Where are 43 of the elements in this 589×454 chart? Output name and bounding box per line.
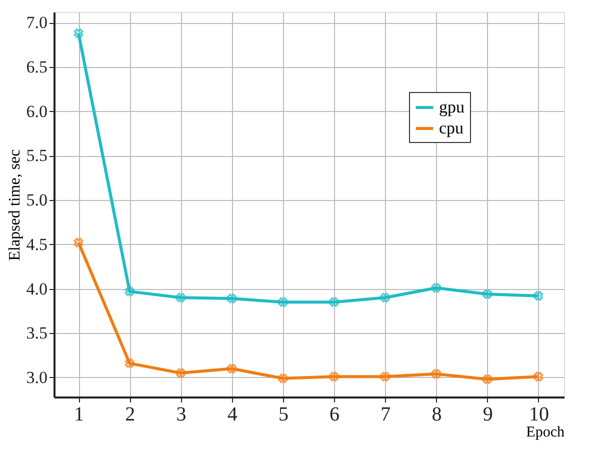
x-tick-label: 6	[330, 404, 340, 426]
x-tick-label: 3	[176, 404, 186, 426]
point	[329, 372, 339, 382]
x-tick-label: 2	[125, 404, 136, 426]
point	[482, 289, 492, 299]
point	[431, 283, 442, 293]
point	[227, 364, 237, 374]
point	[482, 374, 492, 384]
point	[176, 368, 186, 378]
y-axis-title: Elapsed time, sec	[6, 149, 24, 261]
x-tick-label: 8	[432, 404, 442, 426]
y-tick-label: 3.5	[26, 324, 48, 343]
point	[534, 372, 544, 382]
point	[278, 374, 288, 384]
x-tick-label: 7	[380, 404, 391, 426]
point	[380, 292, 390, 302]
point	[329, 297, 339, 307]
y-tick-label: 3.0	[26, 368, 48, 387]
x-tick-label: 5	[278, 404, 288, 426]
legend-label: gpu	[439, 98, 465, 116]
y-tick-label: 4.0	[26, 279, 48, 298]
point	[380, 372, 390, 382]
x-tick-label: 10	[528, 404, 549, 426]
point	[431, 369, 442, 379]
point	[124, 358, 134, 368]
point	[124, 286, 134, 296]
y-tick-label: 6.0	[26, 102, 48, 121]
y-tick-label: 5.0	[26, 190, 48, 210]
x-tick-label: 9	[482, 404, 493, 426]
point	[74, 238, 84, 248]
point	[74, 28, 84, 38]
point	[176, 292, 186, 302]
point	[227, 294, 237, 304]
point	[278, 297, 288, 307]
legend-label: cpu	[439, 118, 464, 138]
y-tick-label: 6.5	[26, 58, 48, 76]
point	[534, 291, 544, 301]
y-tick-label: 7.0	[26, 13, 48, 32]
x-axis-title: Epoch	[526, 424, 565, 440]
y-tick-label: 5.5	[26, 146, 48, 166]
x-tick-label: 4	[227, 404, 238, 426]
x-tick-label: 1	[74, 404, 84, 426]
y-tick-label: 4.5	[26, 234, 48, 254]
